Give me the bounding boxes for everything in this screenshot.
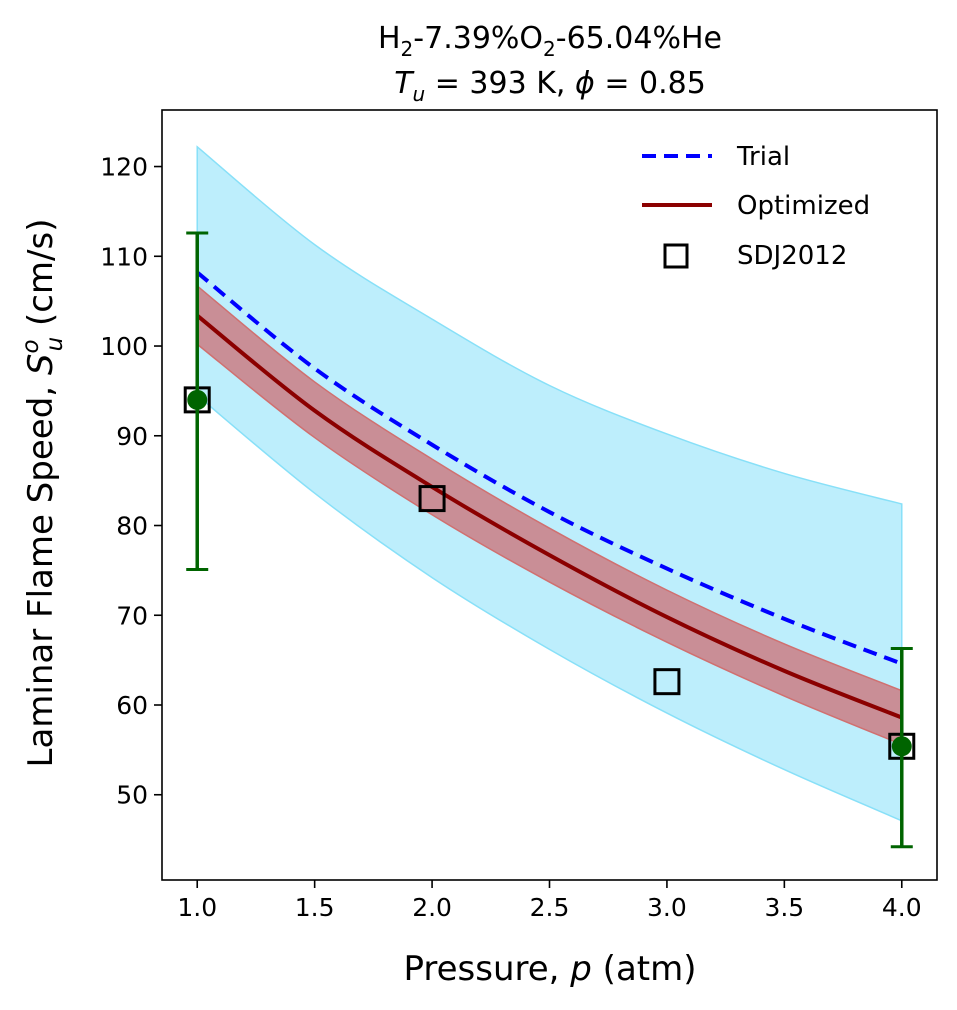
- y-tick-label: 90: [116, 422, 148, 451]
- optimized-line: [195, 313, 903, 720]
- y-tick-label: 110: [100, 242, 148, 271]
- x-axis-ticks: 1.0 1.5 2.0 2.5 3.0 3.5 4.0: [177, 880, 922, 922]
- x-tick-label: 2.0: [412, 893, 452, 922]
- y-axis-ticks: 50 60 70 80 90 100 110 120: [100, 153, 162, 810]
- error-bar-point: [891, 736, 912, 757]
- legend: Trial Optimized SDJ2012: [642, 142, 870, 271]
- legend-trial-label: Trial: [736, 142, 790, 172]
- x-axis-label: Pressure, p (atm): [403, 949, 696, 989]
- x-tick-label: 3.0: [647, 893, 687, 922]
- series-lines: [195, 270, 903, 720]
- y-tick-label: 80: [116, 512, 148, 541]
- y-tick-label: 70: [116, 601, 148, 630]
- title-line-2: Tu = 393 K, ϕ = 0.85: [394, 66, 706, 106]
- sdj2012-marker: [653, 668, 681, 696]
- y-tick-label: 100: [100, 332, 148, 361]
- y-tick-label: 50: [116, 781, 148, 810]
- trial-line: [195, 270, 903, 666]
- title-line-1: H2-7.39%O2-65.04%He: [378, 21, 722, 61]
- x-tick-label: 2.5: [530, 893, 570, 922]
- x-tick-label: 3.5: [764, 893, 804, 922]
- legend-sdj2012-swatch: [663, 243, 689, 269]
- error-bars: [186, 231, 913, 849]
- y-tick-label: 120: [100, 153, 148, 182]
- x-tick-label: 1.5: [295, 893, 335, 922]
- y-tick-label: 60: [116, 691, 148, 720]
- error-bar-point: [187, 389, 208, 410]
- chart-title: H2-7.39%O2-65.04%He Tu = 393 K, ϕ = 0.85: [378, 21, 722, 106]
- y-axis-label: Laminar Flame Speed, Sou (cm/s): [18, 219, 68, 768]
- legend-sdj2012-label: SDJ2012: [737, 241, 847, 271]
- legend-optimized-label: Optimized: [737, 191, 870, 221]
- x-tick-label: 4.0: [882, 893, 922, 922]
- x-tick-label: 1.0: [177, 893, 217, 922]
- sdj2012-marker: [418, 485, 446, 513]
